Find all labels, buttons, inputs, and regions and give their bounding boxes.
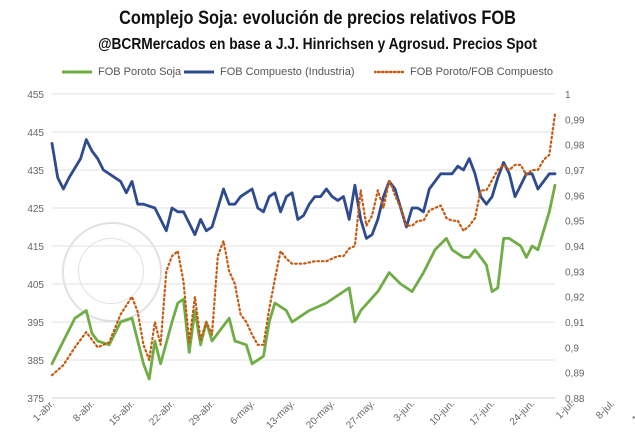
x-tick-label: 13-may. [264,398,297,431]
x-tick-label: 15-jul. [630,398,635,425]
y-right-tick-label: 1 [565,90,571,101]
y-right-tick-label: 0,91 [565,318,585,329]
legend-item-poroto: FOB Poroto Soja [62,66,181,78]
y-left-tick-label: 405 [27,280,44,291]
legend-item-ratio: FOB Poroto/FOB Compuesto [374,66,553,78]
y-right-tick-label: 0,9 [565,343,579,354]
legend-item-compuesto: FOB Compuesto (Industria) [184,66,355,78]
x-tick-label: 8-jul. [594,398,617,421]
y-left-tick-label: 425 [27,204,44,215]
series-line-ratio [50,113,557,377]
y-right-tick-label: 0,92 [565,293,585,304]
chart-title: Complejo Soja: evolución de precios rela… [119,8,516,29]
seal-inner-ring [78,238,144,304]
x-tick-label: 22-abr. [147,398,177,428]
y-left-tick-label: 395 [27,318,44,329]
x-tick-label: 15-abr. [107,398,137,428]
series-line-poroto-soja [50,183,557,381]
series-line-fob-compuesto [50,138,557,240]
y-right-tick-label: 0,89 [565,369,585,380]
x-tick-label: 3-jun. [392,398,417,423]
y-right-tick-label: 0,99 [565,115,585,126]
x-tick-label: 8-abr. [71,398,97,424]
y-right-tick-label: 0,97 [565,166,585,177]
y-right-tick-label: 0,88 [565,394,585,405]
legend-label-compuesto: FOB Compuesto (Industria) [220,66,355,78]
y-left-tick-label: 435 [27,166,44,177]
chart-subtitle: @BCRMercados en base a J.J. Hinrichsen y… [98,36,537,53]
legend-swatch-compuesto [184,70,214,74]
legend-label-ratio: FOB Poroto/FOB Compuesto [410,66,554,78]
y-right-tick-label: 0,93 [565,267,585,278]
x-tick-label: 27-may. [344,398,377,431]
legend-swatch-ratio [374,70,404,74]
y-right-tick-label: 0,96 [565,191,585,202]
legend-label-poroto: FOB Poroto Soja [98,66,182,78]
x-tick-label: 29-abr. [187,398,217,428]
seal-logo [62,222,162,322]
x-tick-label: 10-jun. [428,398,457,427]
y-left-tick-label: 445 [27,128,44,139]
legend-swatch-poroto [62,70,92,74]
x-tick-label: 6-may. [228,398,257,427]
y-right-tick-label: 0,94 [565,242,585,253]
y-right-tick-label: 0,98 [565,141,585,152]
y-right-tick-label: 0,95 [565,217,585,228]
y-left-tick-label: 455 [27,90,44,101]
legend: FOB Poroto Soja FOB Compuesto (Industria… [0,66,635,82]
y-left-tick-label: 385 [27,356,44,367]
x-tick-label: 24-jun. [508,398,537,427]
y-left-tick-label: 375 [27,394,44,405]
x-tick-label: 20-may. [304,398,337,431]
x-tick-label: 17-jun. [468,398,497,427]
y-left-tick-label: 415 [27,242,44,253]
